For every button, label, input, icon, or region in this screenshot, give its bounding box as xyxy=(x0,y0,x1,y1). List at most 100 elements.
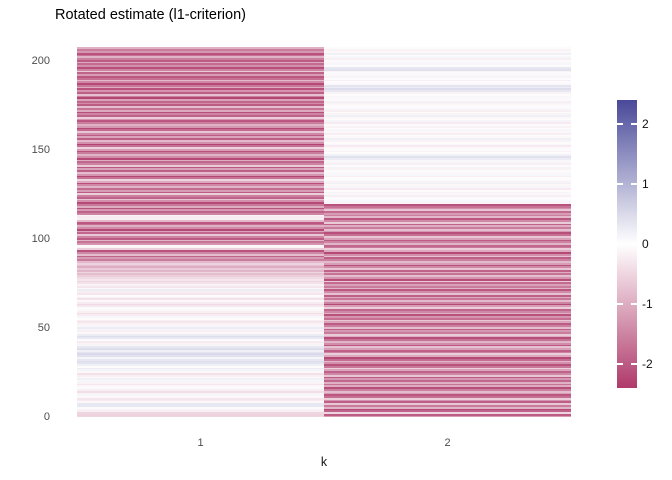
legend-tick-mark xyxy=(631,183,637,185)
heatmap-stripe xyxy=(77,370,324,374)
heatmap-stripe xyxy=(324,335,571,338)
heatmap-stripe xyxy=(324,352,571,356)
heatmap-stripe xyxy=(324,68,571,71)
heatmap-stripe xyxy=(324,159,571,162)
heatmap-stripe xyxy=(77,406,324,409)
heatmap-stripe xyxy=(77,392,324,395)
heatmap-stripe xyxy=(77,100,324,103)
heatmap-stripe xyxy=(77,244,324,247)
heatmap-stripe xyxy=(324,367,571,370)
heatmap-stripe xyxy=(324,169,571,172)
heatmap-stripe xyxy=(324,64,571,68)
heatmap-stripe xyxy=(77,203,324,206)
heatmap-stripe xyxy=(324,212,571,215)
heatmap-stripe xyxy=(77,400,324,404)
y-tick-label: 50 xyxy=(37,321,50,334)
heatmap-stripe xyxy=(324,96,571,100)
heatmap-stripe xyxy=(324,402,571,406)
heatmap-stripe xyxy=(324,79,571,82)
heatmap-stripe xyxy=(324,347,571,350)
heatmap-stripe xyxy=(324,262,571,265)
heatmap-stripe xyxy=(324,59,571,62)
legend-tick-mark xyxy=(617,183,623,185)
heatmap-stripe xyxy=(77,119,324,123)
heatmap-stripe xyxy=(77,402,324,406)
heatmap-stripe xyxy=(77,148,324,151)
heatmap-stripe xyxy=(324,118,571,121)
heatmap-stripe xyxy=(77,80,324,84)
heatmap-stripe xyxy=(77,312,324,315)
heatmap-stripe xyxy=(324,246,571,249)
heatmap-stripe xyxy=(324,324,571,327)
heatmap-stripe xyxy=(77,315,324,318)
heatmap-stripe xyxy=(77,215,324,219)
heatmap-stripe xyxy=(324,146,571,149)
heatmap-stripe xyxy=(77,296,324,299)
heatmap-stripe xyxy=(324,248,571,251)
heatmap-stripe xyxy=(77,267,324,270)
heatmap-stripe xyxy=(324,215,571,219)
heatmap-stripe xyxy=(77,116,324,119)
y-tick-label: 200 xyxy=(31,54,50,67)
heatmap-stripe xyxy=(324,207,571,210)
heatmap-stripe xyxy=(324,379,571,382)
heatmap-stripe xyxy=(324,164,571,167)
heatmap-stripe xyxy=(324,189,571,192)
heatmap-stripe xyxy=(77,189,324,192)
heatmap-stripe xyxy=(324,251,571,254)
heatmap-stripe xyxy=(324,201,571,205)
heatmap-stripe xyxy=(324,171,571,174)
heatmap-stripe xyxy=(77,349,324,352)
heatmap-stripe xyxy=(324,278,571,281)
heatmap-stripe xyxy=(324,283,571,286)
heatmap-stripe xyxy=(77,360,324,363)
heatmap-stripe xyxy=(324,377,571,381)
heatmap-stripe xyxy=(324,255,571,258)
heatmap-stripe xyxy=(324,153,571,156)
heatmap-stripe xyxy=(324,264,571,267)
heatmap-stripe xyxy=(77,381,324,384)
heatmap-stripe xyxy=(77,91,324,94)
heatmap-stripe xyxy=(324,406,571,409)
heatmap-stripe xyxy=(77,242,324,245)
heatmap-stripe xyxy=(77,98,324,101)
heatmap-stripe xyxy=(77,135,324,139)
heatmap-stripe xyxy=(77,221,324,224)
heatmap-stripe xyxy=(77,57,324,60)
heatmap-stripe xyxy=(77,132,324,135)
heatmap-stripe xyxy=(77,54,324,57)
heatmap-stripe xyxy=(77,376,324,379)
heatmap-stripe xyxy=(77,368,324,372)
heatmap-stripe xyxy=(324,361,571,365)
heatmap-stripe xyxy=(324,381,571,384)
heatmap-stripe xyxy=(324,100,571,103)
heatmap-stripe xyxy=(77,388,324,391)
heatmap-stripe xyxy=(324,112,571,116)
heatmap-stripe xyxy=(77,395,324,398)
heatmap-stripe xyxy=(77,283,324,286)
heatmap-stripe xyxy=(77,342,324,345)
heatmap-stripe xyxy=(324,135,571,139)
heatmap-stripe xyxy=(77,251,324,254)
heatmap-stripe xyxy=(77,228,324,231)
heatmap-stripe xyxy=(324,102,571,105)
heatmap-stripe xyxy=(77,233,324,237)
heatmap-stripe xyxy=(324,312,571,315)
heatmap-stripe xyxy=(77,157,324,160)
heatmap-stripe xyxy=(324,217,571,221)
heatmap-stripe xyxy=(77,331,324,334)
legend-tick-mark xyxy=(617,243,623,245)
heatmap-stripe xyxy=(324,148,571,151)
heatmap-stripe xyxy=(77,66,324,69)
heatmap-stripe xyxy=(324,232,571,235)
heatmap-stripe xyxy=(324,395,571,398)
heatmap-stripe xyxy=(77,249,324,253)
heatmap-stripe xyxy=(77,191,324,194)
heatmap-stripe xyxy=(324,304,571,308)
heatmap-stripe xyxy=(77,153,324,156)
heatmap-stripe xyxy=(324,349,571,352)
heatmap-stripe xyxy=(324,258,571,261)
heatmap-stripe xyxy=(77,102,324,105)
heatmap-stripe xyxy=(324,144,571,148)
y-tick-label: 100 xyxy=(31,232,50,245)
